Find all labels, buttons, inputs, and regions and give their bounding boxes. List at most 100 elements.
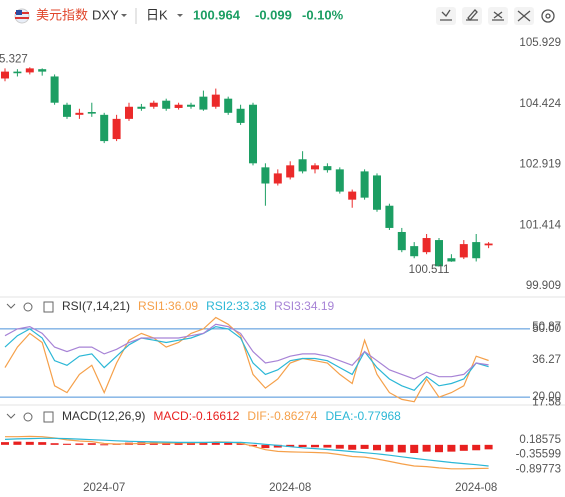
dropdown-arrow[interactable] (177, 14, 183, 17)
histogram-bar (335, 444, 344, 449)
indicator-line (5, 435, 489, 470)
collapse-icon[interactable] (6, 413, 16, 419)
histogram-bar (187, 442, 195, 445)
candle-body (211, 94, 220, 107)
candle-body (112, 118, 121, 140)
histogram-bar (199, 442, 208, 445)
candle-body (125, 106, 133, 119)
histogram-bar (360, 444, 369, 449)
candle-body (323, 166, 332, 171)
candle-body (422, 238, 431, 253)
y-tick-label: 102.919 (519, 159, 561, 171)
collapse-icon[interactable] (6, 303, 16, 309)
histogram-bar (174, 442, 183, 445)
histogram-bar (75, 443, 84, 445)
y-tick-label: -0.89773 (516, 463, 561, 475)
symbol-code[interactable]: DXY (92, 7, 119, 22)
histogram-bar (323, 444, 332, 448)
panel-icons (6, 301, 54, 423)
period[interactable]: 日K (146, 7, 168, 22)
candle-body (199, 96, 208, 110)
histogram-bar (385, 444, 394, 452)
flag-icon (14, 8, 30, 24)
change: -0.099 (255, 7, 292, 22)
candle-body (149, 102, 158, 107)
candle-body (100, 114, 109, 142)
change-pct: -0.10% (302, 7, 344, 22)
y-tick-label: 99.909 (526, 280, 561, 292)
candle-body (1, 71, 9, 79)
tool-button[interactable] (488, 7, 508, 25)
candle-body (298, 159, 307, 172)
candle-body (373, 175, 381, 210)
tool-button[interactable] (462, 7, 482, 25)
candle-body (273, 173, 282, 184)
symbol-name[interactable]: 美元指数 (36, 7, 88, 22)
histogram-bar (25, 441, 34, 445)
tool-button[interactable] (541, 9, 555, 23)
histogram-bar (410, 444, 419, 453)
y-tick-label: -0.35599 (516, 449, 561, 461)
candle-body (459, 244, 468, 258)
candle-body (75, 112, 84, 115)
indicator-title: MACD(12,26,9) (62, 409, 145, 423)
histogram-bar (472, 444, 481, 451)
y-tick-label: 0.18575 (519, 434, 561, 446)
level-label: 50.00 (532, 323, 561, 335)
histogram-bar (484, 444, 493, 450)
legend-entry: DIF:-0.86274 (247, 409, 317, 423)
candle-body (13, 71, 22, 74)
y-tick-label: 105.929 (519, 37, 561, 49)
candle-body (137, 106, 146, 109)
histogram-bar (311, 444, 319, 448)
histogram-bar (50, 443, 59, 445)
histogram-bar (13, 441, 22, 445)
candle-body (162, 100, 171, 109)
price: 100.964 (193, 7, 241, 22)
histogram-bar (236, 443, 245, 445)
info-icon[interactable] (43, 411, 54, 423)
candle-body (25, 68, 34, 73)
histogram-bar (100, 444, 109, 446)
histogram-bar (211, 441, 220, 445)
candle-body (397, 231, 406, 251)
histogram-bar (87, 443, 96, 445)
tool-button[interactable] (436, 7, 456, 25)
histogram-bar (298, 444, 307, 448)
histogram-bar (38, 442, 47, 445)
candle-body (335, 169, 344, 192)
candle-body (447, 258, 456, 262)
settings-icon[interactable] (23, 412, 33, 422)
candle-body (261, 167, 270, 184)
histogram-bar (261, 444, 270, 449)
legend-entry: MACD:-0.16612 (153, 409, 239, 423)
candle-body (50, 76, 59, 103)
y-tick-label: 104.424 (519, 98, 561, 110)
candle-body (360, 171, 369, 198)
candle-body (410, 246, 419, 257)
settings-icon[interactable] (23, 302, 33, 312)
y-tick-label: 36.27 (532, 354, 561, 366)
histogram-bar (1, 442, 9, 445)
candle-body (174, 104, 183, 108)
x-tick-label: 2024-07 (83, 482, 125, 494)
histogram-bar (373, 444, 381, 451)
min-annotation: 100.511 (409, 264, 450, 276)
indicator-line (4, 325, 489, 392)
candle-body (236, 108, 245, 123)
toolbar (436, 7, 555, 25)
histogram-bar (348, 444, 357, 450)
y-tick-label: 17.58 (532, 397, 561, 409)
candle-body (224, 98, 233, 113)
legend-entry: RSI2:33.38 (206, 299, 266, 313)
dropdown-arrow[interactable] (121, 14, 127, 17)
y-tick-label: 101.414 (519, 219, 561, 231)
tool-button[interactable] (514, 7, 534, 25)
x-tick-label: 2024-08 (269, 482, 311, 494)
legend-entry: DEA:-0.77968 (325, 409, 401, 423)
histogram-bar (63, 443, 71, 445)
info-icon[interactable] (43, 301, 54, 313)
histogram-bar (447, 444, 456, 452)
